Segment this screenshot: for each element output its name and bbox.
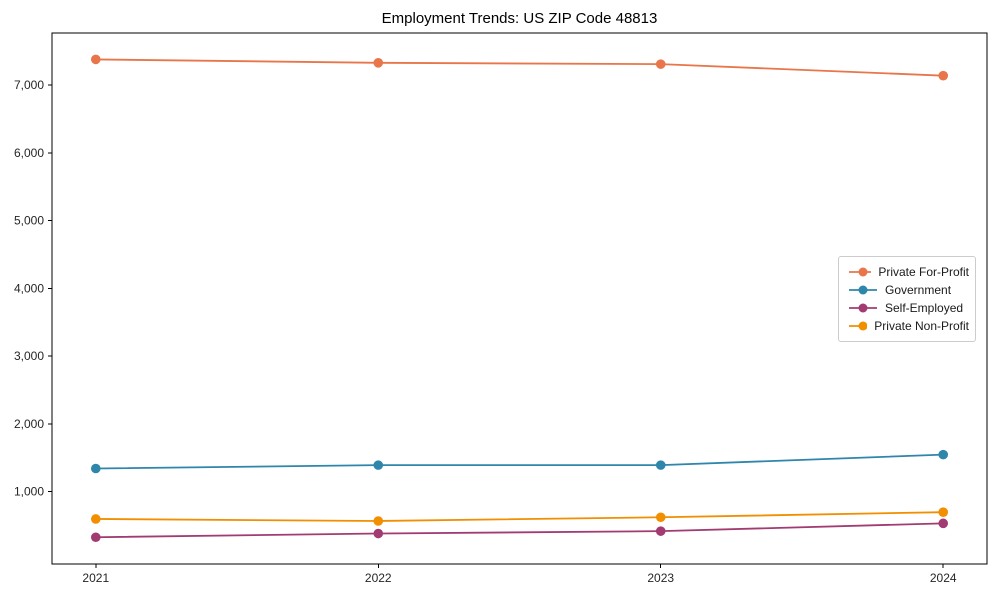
- plot-layer: 1,000 2,000 3,000 4,000 5,000 6,000 7,000 2021 2…: [14, 32, 988, 585]
- data-point: [373, 516, 384, 526]
- data-point: [938, 70, 949, 81]
- legend-label: Private Non-Profit: [874, 319, 969, 334]
- data-point: [90, 514, 101, 524]
- data-point: [373, 528, 384, 539]
- data-point: [655, 460, 666, 470]
- data-point: [373, 460, 384, 470]
- legend-marker: [849, 267, 872, 276]
- legend-item: Self-Employed: [848, 300, 969, 317]
- y-axis-tick-label: 4,000: [14, 281, 44, 295]
- data-point: [938, 449, 949, 460]
- legend-label: Self-Employed: [885, 301, 964, 316]
- legend-marker: [849, 303, 877, 313]
- x-axis-tick-label: 2022: [365, 571, 392, 585]
- data-point: [655, 512, 666, 523]
- data-point: [373, 58, 384, 68]
- series-line: [95, 522, 944, 539]
- chart-title: Employment Trends: US ZIP Code 48813: [382, 10, 658, 27]
- legend-marker: [849, 285, 877, 295]
- series-line: [95, 511, 944, 522]
- data-point: [655, 59, 666, 69]
- legend: Private For-Profit Government Self-Employe…: [838, 256, 976, 342]
- legend-marker: [849, 321, 868, 331]
- y-axis-tick-label: 7,000: [14, 78, 44, 92]
- y-axis-tick-label: 2,000: [14, 417, 44, 431]
- data-point: [90, 532, 101, 543]
- legend-item: Private Non-Profit: [848, 318, 969, 335]
- data-point: [655, 526, 666, 536]
- x-axis-tick-label: 2023: [647, 571, 674, 585]
- y-axis-tick-label: 1,000: [14, 485, 44, 499]
- data-point: [938, 518, 949, 529]
- legend-label: Government: [885, 282, 952, 297]
- data-point: [90, 54, 101, 65]
- data-point: [938, 507, 949, 517]
- legend-item: Government: [848, 281, 969, 298]
- y-axis-tick-label: 6,000: [14, 146, 44, 160]
- data-point: [90, 463, 101, 474]
- series-line: [95, 58, 944, 77]
- y-axis-tick-label: 3,000: [14, 349, 44, 363]
- y-axis-tick-label: 5,000: [14, 214, 44, 228]
- x-axis-tick-label: 2024: [930, 571, 957, 585]
- legend-label: Private For-Profit: [878, 264, 969, 279]
- x-axis-tick-label: 2021: [82, 571, 109, 585]
- legend-item: Private For-Profit: [848, 263, 969, 280]
- series-line: [95, 453, 944, 470]
- plot-area: [51, 32, 988, 565]
